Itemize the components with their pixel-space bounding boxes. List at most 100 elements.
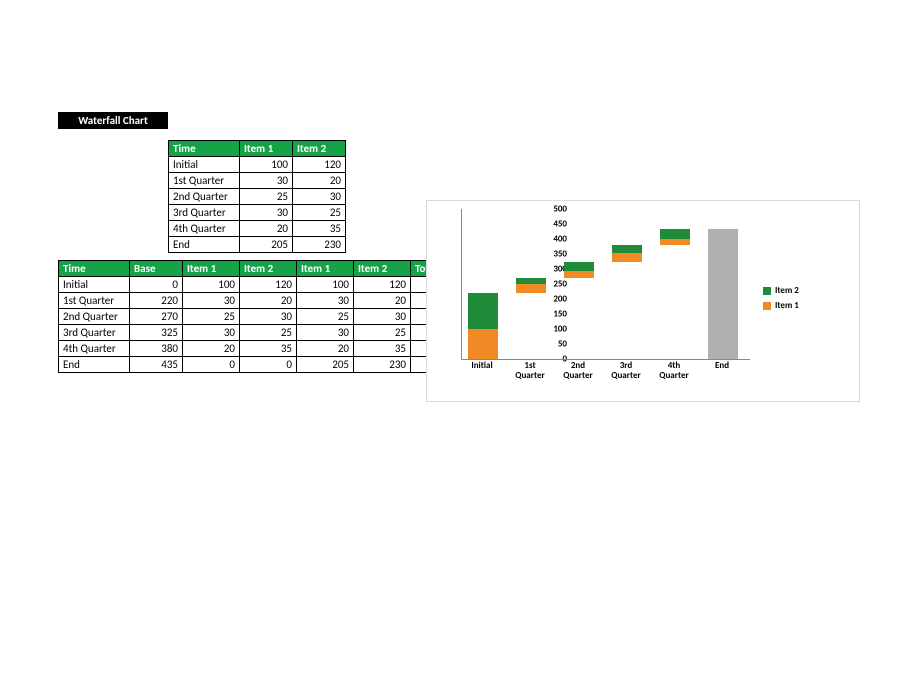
table-row: 2nd Quarter2702530253055: [59, 309, 468, 325]
legend-label-item1: Item 1: [775, 300, 799, 311]
table1-cell: 120: [293, 157, 346, 173]
chart-xtick: 2ndQuarter: [554, 361, 602, 381]
table-row: End43500205230435: [59, 357, 468, 373]
table2-cell: 0: [240, 357, 297, 373]
table2-cell: 205: [297, 357, 354, 373]
table2-cell: 20: [240, 293, 297, 309]
table-row: 4th Quarter3802035203555: [59, 341, 468, 357]
table2-cell: 35: [240, 341, 297, 357]
table2-header: Item 2: [240, 261, 297, 277]
table2-header: Item 1: [183, 261, 240, 277]
legend-swatch-item2: [763, 287, 771, 295]
table2-cell: 0: [183, 357, 240, 373]
table2-cell: 30: [240, 309, 297, 325]
table1-header: Item 1: [240, 141, 293, 157]
table-row: 1st Quarter3020: [169, 173, 346, 189]
table1-cell: 30: [293, 189, 346, 205]
table2-cell: 30: [354, 309, 411, 325]
table2-cell: 4th Quarter: [59, 341, 130, 357]
chart-bar-item2: [612, 245, 642, 253]
chart-bar-item1: [516, 284, 546, 293]
table2-cell: 35: [354, 341, 411, 357]
table1-cell: 2nd Quarter: [169, 189, 240, 205]
summary-table: TimeItem 1Item 2Initial1001201st Quarter…: [168, 140, 346, 253]
table2-cell: 20: [183, 341, 240, 357]
chart-xtick: 4thQuarter: [650, 361, 698, 381]
table2-cell: 100: [297, 277, 354, 293]
table1-cell: 4th Quarter: [169, 221, 240, 237]
table-row: 3rd Quarter3025: [169, 205, 346, 221]
chart-legend: Item 2 Item 1: [763, 285, 799, 315]
table1-cell: 30: [240, 173, 293, 189]
chart-bar-item2: [516, 278, 546, 284]
table2-cell: 25: [183, 309, 240, 325]
table-row: Initial0100120100120220: [59, 277, 468, 293]
table2-cell: 230: [354, 357, 411, 373]
table2-header: Item 2: [354, 261, 411, 277]
table1-cell: 1st Quarter: [169, 173, 240, 189]
table1-header: Item 2: [293, 141, 346, 157]
table2-cell: 25: [240, 325, 297, 341]
table1-cell: 100: [240, 157, 293, 173]
table-row: 1st Quarter2203020302050: [59, 293, 468, 309]
table2-cell: 325: [130, 325, 183, 341]
table2-cell: 30: [183, 325, 240, 341]
chart-bar-item1: [468, 329, 498, 359]
table2-cell: 30: [297, 293, 354, 309]
chart-xtick: Initial: [458, 361, 506, 371]
table2-cell: 380: [130, 341, 183, 357]
legend-item-2: Item 2: [763, 285, 799, 296]
table1-cell: 25: [240, 189, 293, 205]
legend-item-1: Item 1: [763, 300, 799, 311]
waterfall-chart: 050100150200250300350400450500 Initial1s…: [426, 200, 860, 402]
table-row: End205230: [169, 237, 346, 253]
table2-cell: 30: [183, 293, 240, 309]
table-row: 2nd Quarter2530: [169, 189, 346, 205]
table1-cell: 230: [293, 237, 346, 253]
table1-cell: 205: [240, 237, 293, 253]
page-title: Waterfall Chart: [58, 112, 168, 129]
table2-header: Time: [59, 261, 130, 277]
chart-bar-item2: [564, 262, 594, 271]
chart-bar-item2: [468, 293, 498, 329]
table2-cell: 30: [297, 325, 354, 341]
table1-cell: 35: [293, 221, 346, 237]
legend-label-item2: Item 2: [775, 285, 799, 296]
table2-cell: 3rd Quarter: [59, 325, 130, 341]
chart-plot-area: [461, 209, 750, 360]
table-row: 4th Quarter2035: [169, 221, 346, 237]
table2-header: Base: [130, 261, 183, 277]
table2-cell: 435: [130, 357, 183, 373]
chart-xtick: 1stQuarter: [506, 361, 554, 381]
table1-cell: 25: [293, 205, 346, 221]
table1-cell: 3rd Quarter: [169, 205, 240, 221]
table2-cell: End: [59, 357, 130, 373]
chart-bar-item2: [660, 229, 690, 240]
table2-cell: 25: [354, 325, 411, 341]
table2-cell: 25: [297, 309, 354, 325]
table2-cell: 2nd Quarter: [59, 309, 130, 325]
chart-xtick: End: [698, 361, 746, 371]
table2-cell: 1st Quarter: [59, 293, 130, 309]
chart-bar-total: [708, 229, 738, 360]
table2-cell: 100: [183, 277, 240, 293]
table1-cell: Initial: [169, 157, 240, 173]
detail-table: TimeBaseItem 1Item 2Item 1Item 2TotalIni…: [58, 260, 468, 373]
chart-bar-item1: [612, 253, 642, 262]
table2-cell: 20: [297, 341, 354, 357]
table2-cell: 270: [130, 309, 183, 325]
chart-bar-item1: [660, 239, 690, 245]
table2-cell: 120: [240, 277, 297, 293]
chart-bar-item1: [564, 271, 594, 279]
table2-cell: 0: [130, 277, 183, 293]
table1-header: Time: [169, 141, 240, 157]
table2-cell: 120: [354, 277, 411, 293]
table2-cell: 220: [130, 293, 183, 309]
table1-cell: End: [169, 237, 240, 253]
table-row: 3rd Quarter3253025302555: [59, 325, 468, 341]
legend-swatch-item1: [763, 302, 771, 310]
table2-cell: 20: [354, 293, 411, 309]
table1-cell: 30: [240, 205, 293, 221]
chart-xtick: 3rdQuarter: [602, 361, 650, 381]
table2-cell: Initial: [59, 277, 130, 293]
